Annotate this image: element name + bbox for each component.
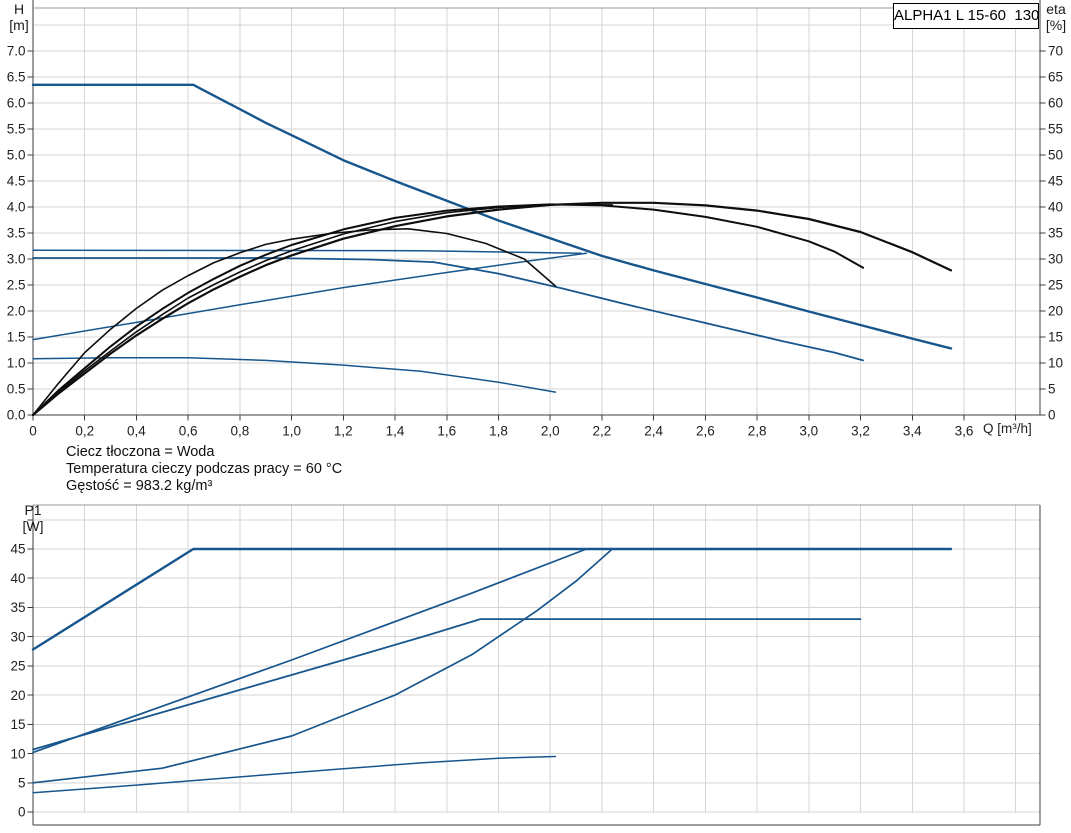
y-tick-label: 2.5 xyxy=(7,278,26,293)
y-tick-label: 45 xyxy=(10,542,25,557)
y2-tick-label: 10 xyxy=(1048,356,1063,371)
head-speed-2-curve xyxy=(32,257,864,362)
eta-axis-symbol: eta xyxy=(1046,1,1066,17)
head-axis-unit: [m] xyxy=(9,16,29,33)
head-prop-pressure-curve xyxy=(32,252,588,341)
y-tick-label: 10 xyxy=(10,746,25,761)
y-tick-label: 3.5 xyxy=(7,226,26,241)
power-speed-1-min-curve xyxy=(32,755,557,794)
head-axis-symbol: H xyxy=(13,1,25,17)
power-const-pressure-curve xyxy=(32,548,614,784)
x-tick-label: 0,6 xyxy=(179,424,198,439)
x-tick-label: 3,4 xyxy=(903,424,922,439)
y-tick-label: 0 xyxy=(18,805,26,820)
y2-tick-label: 20 xyxy=(1048,304,1063,319)
y-tick-label: 5.0 xyxy=(7,148,26,163)
y2-tick-label: 15 xyxy=(1048,330,1063,345)
note-temperature: Temperatura cieczy podczas pracy = 60 °C xyxy=(66,461,343,477)
y2-tick-label: 0 xyxy=(1048,408,1056,423)
x-tick-label: 1,2 xyxy=(334,424,353,439)
power-axis-symbol: P1 xyxy=(24,502,42,518)
y-tick-label: 7.0 xyxy=(7,44,26,59)
y-tick-label: 25 xyxy=(10,659,25,674)
note-density: Gęstość = 983.2 kg/m³ xyxy=(66,478,213,494)
x-tick-label: 0,8 xyxy=(230,424,249,439)
head-speed-1-min-curve xyxy=(32,357,557,393)
x-tick-label: 3,0 xyxy=(799,424,818,439)
y2-tick-label: 50 xyxy=(1048,148,1063,163)
x-tick-label: 0 xyxy=(29,424,37,439)
y-tick-label: 4.5 xyxy=(7,174,26,189)
y-tick-label: 15 xyxy=(10,717,25,732)
eta-prop-pressure-curve xyxy=(32,203,614,416)
y2-tick-label: 45 xyxy=(1048,174,1063,189)
y2-tick-label: 40 xyxy=(1048,200,1063,215)
note-fluid: Ciecz tłoczona = Woda xyxy=(66,444,215,460)
x-tick-label: 2,6 xyxy=(696,424,715,439)
y-tick-label: 6.0 xyxy=(7,96,26,111)
y-tick-label: 5 xyxy=(18,775,26,790)
y-tick-label: 1.5 xyxy=(7,330,26,345)
y-tick-label: 0.0 xyxy=(7,408,26,423)
y2-tick-label: 70 xyxy=(1048,44,1063,59)
eta-axis-title: eta [%] xyxy=(1041,1,1071,33)
power-prop-pressure-curve xyxy=(32,548,588,754)
head-axis-title: H [m] xyxy=(2,1,36,33)
y-tick-label: 5.5 xyxy=(7,122,26,137)
x-tick-label: 1,6 xyxy=(437,424,456,439)
y-tick-label: 20 xyxy=(10,688,25,703)
y-tick-label: 6.5 xyxy=(7,70,26,85)
x-tick-label: 1,4 xyxy=(386,424,405,439)
y-tick-label: 0.5 xyxy=(7,382,26,397)
y2-tick-label: 25 xyxy=(1048,278,1063,293)
y-tick-label: 40 xyxy=(10,571,25,586)
x-tick-label: 2,4 xyxy=(644,424,663,439)
y-tick-label: 1.0 xyxy=(7,356,26,371)
y-tick-label: 4.0 xyxy=(7,200,26,215)
eta-speed-3-curve xyxy=(31,201,953,417)
x-tick-label: 0,2 xyxy=(75,424,94,439)
fluid-notes: Ciecz tłoczona = Woda Temperatura cieczy… xyxy=(66,444,342,495)
y2-tick-label: 35 xyxy=(1048,226,1063,241)
x-tick-label: 2,0 xyxy=(541,424,560,439)
y2-tick-label: 55 xyxy=(1048,122,1063,137)
power-axis-unit: [W] xyxy=(22,517,44,534)
eta-speed-1-curve xyxy=(32,228,557,416)
x-tick-label: 1,0 xyxy=(282,424,301,439)
x-tick-label: 0,4 xyxy=(127,424,146,439)
head-const-pressure-curve xyxy=(32,249,582,255)
y2-tick-label: 60 xyxy=(1048,96,1063,111)
y-tick-label: 2.0 xyxy=(7,304,26,319)
eta-speed-2-curve xyxy=(32,203,865,416)
y-tick-label: 30 xyxy=(10,629,25,644)
y2-tick-label: 65 xyxy=(1048,70,1063,85)
pump-model-label: ALPHA1 L 15-60 130 xyxy=(893,3,1039,29)
y2-tick-label: 5 xyxy=(1048,382,1056,397)
y-tick-label: 35 xyxy=(10,600,25,615)
y-tick-label: 3.0 xyxy=(7,252,26,267)
y2-tick-label: 30 xyxy=(1048,252,1063,267)
flow-axis-label: Q [m³/h] xyxy=(983,421,1032,436)
x-tick-label: 1,8 xyxy=(489,424,508,439)
power-speed-3-max-curve xyxy=(31,547,953,651)
eta-axis-unit: [%] xyxy=(1045,16,1067,33)
x-tick-label: 3,6 xyxy=(955,424,974,439)
power-speed-2-curve xyxy=(32,618,862,751)
x-tick-label: 3,2 xyxy=(851,424,870,439)
x-tick-label: 2,2 xyxy=(593,424,612,439)
x-tick-label: 2,8 xyxy=(748,424,767,439)
head-speed-3-max-curve xyxy=(31,83,953,350)
power-axis-title: P1 [W] xyxy=(18,502,48,534)
